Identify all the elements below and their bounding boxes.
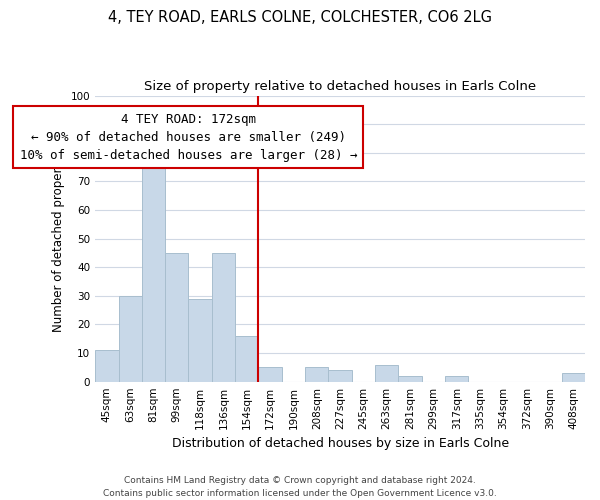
Bar	[235, 336, 259, 382]
Title: Size of property relative to detached houses in Earls Colne: Size of property relative to detached ho…	[144, 80, 536, 93]
Bar	[445, 376, 469, 382]
Bar	[562, 373, 585, 382]
Bar	[188, 298, 212, 382]
Text: 4, TEY ROAD, EARLS COLNE, COLCHESTER, CO6 2LG: 4, TEY ROAD, EARLS COLNE, COLCHESTER, CO…	[108, 10, 492, 25]
Y-axis label: Number of detached properties: Number of detached properties	[52, 146, 65, 332]
Bar	[212, 253, 235, 382]
Bar	[375, 364, 398, 382]
Text: 4 TEY ROAD: 172sqm
← 90% of detached houses are smaller (249)
10% of semi-detach: 4 TEY ROAD: 172sqm ← 90% of detached hou…	[20, 112, 357, 162]
X-axis label: Distribution of detached houses by size in Earls Colne: Distribution of detached houses by size …	[172, 437, 509, 450]
Bar	[328, 370, 352, 382]
Text: Contains HM Land Registry data © Crown copyright and database right 2024.
Contai: Contains HM Land Registry data © Crown c…	[103, 476, 497, 498]
Bar	[119, 296, 142, 382]
Bar	[95, 350, 119, 382]
Bar	[165, 253, 188, 382]
Bar	[259, 368, 282, 382]
Bar	[142, 164, 165, 382]
Bar	[398, 376, 422, 382]
Bar	[305, 368, 328, 382]
